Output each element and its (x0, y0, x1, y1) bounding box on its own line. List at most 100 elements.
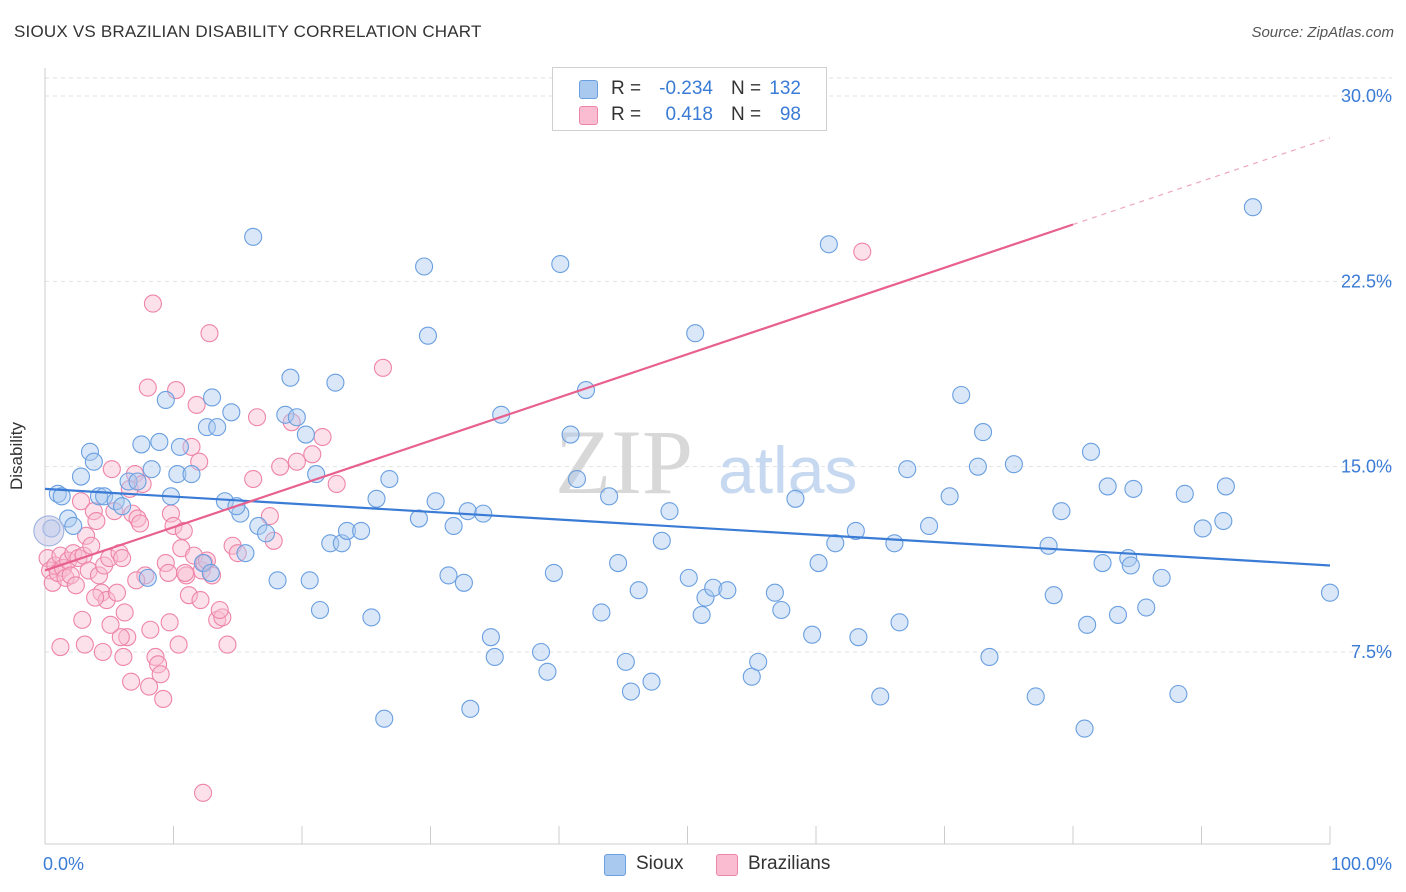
y-tick-label: 30.0% (1341, 86, 1392, 106)
data-point (375, 709, 394, 728)
data-point (367, 489, 386, 508)
data-point (826, 534, 845, 553)
data-point (287, 452, 306, 471)
data-point (310, 600, 330, 620)
data-point (303, 445, 322, 464)
data-point (609, 553, 628, 573)
data-point (56, 568, 75, 587)
data-point (268, 571, 287, 590)
legend-row-brazilians: R = 0.418 N = 98 (553, 102, 826, 128)
data-point (66, 576, 85, 595)
data-point (236, 544, 255, 563)
r-value: 0.418 (665, 104, 713, 125)
data-point (138, 568, 157, 587)
data-point (203, 388, 222, 407)
data-point (101, 615, 120, 634)
data-point (461, 699, 480, 718)
data-point (544, 563, 563, 582)
data-point (140, 677, 159, 696)
data-point (846, 521, 865, 540)
data-point (871, 687, 890, 706)
data-point (621, 682, 641, 701)
data-point (176, 563, 195, 582)
data-point (538, 662, 557, 681)
data-point (282, 413, 301, 432)
data-point (1169, 684, 1188, 704)
data-point (264, 531, 283, 550)
data-point (444, 516, 463, 536)
data-point (418, 326, 437, 345)
data-point (786, 489, 805, 508)
data-point (973, 423, 993, 442)
data-point (150, 432, 169, 452)
data-point (118, 628, 137, 647)
n-value: 98 (779, 104, 801, 125)
data-point (160, 613, 179, 632)
data-point (765, 583, 784, 602)
sioux-swatch (579, 80, 598, 99)
data-point (128, 472, 147, 491)
data-point (1137, 598, 1156, 617)
tick-labels: 7.5% 15.0% 22.5% 30.0% 0.0% 100.0% (43, 86, 1392, 874)
data-point (1152, 568, 1171, 587)
data-point (51, 638, 70, 657)
n-label: N = (731, 78, 762, 99)
data-point (772, 600, 791, 620)
data-point (327, 474, 346, 494)
data-point (426, 492, 445, 511)
data-point (122, 672, 141, 691)
data-point (179, 586, 198, 605)
data-point (93, 642, 112, 662)
axes (44, 68, 1331, 845)
data-point (660, 502, 679, 521)
grid-lines (45, 77, 1392, 653)
data-point (276, 405, 295, 424)
data-point (819, 235, 838, 254)
data-point (218, 635, 237, 654)
data-point (1214, 511, 1233, 531)
data-point (244, 227, 263, 246)
data-point (125, 465, 144, 484)
data-point (481, 628, 500, 647)
data-point (249, 516, 268, 536)
brazilians-points (38, 242, 872, 802)
data-point (940, 487, 959, 506)
correlation-legend: R = -0.234 N = 132 R = 0.418 N = 98 (552, 67, 827, 131)
data-point (1081, 442, 1101, 461)
r-value: -0.234 (659, 78, 713, 99)
data-point (222, 403, 241, 422)
data-point (296, 425, 315, 444)
data-point (228, 544, 247, 563)
data-point-cluster (33, 515, 65, 547)
data-point (704, 578, 723, 597)
data-point (210, 600, 229, 620)
data-point (244, 469, 263, 489)
data-point (256, 524, 276, 543)
data-point (61, 566, 80, 585)
data-point (326, 373, 345, 392)
data-point (169, 635, 188, 654)
data-point (201, 563, 220, 582)
data-point (271, 457, 290, 476)
y-tick-label: 22.5% (1341, 271, 1392, 291)
data-point (415, 257, 434, 276)
data-point (1052, 502, 1071, 521)
r-label: R = (611, 78, 642, 99)
data-point (567, 469, 587, 489)
data-point (362, 608, 381, 627)
data-point (115, 603, 134, 622)
data-point (128, 509, 147, 528)
data-point (1078, 615, 1097, 634)
data-point (111, 628, 130, 647)
data-point (1121, 556, 1140, 575)
data-point (642, 672, 661, 691)
data-point (686, 324, 705, 343)
data-point (102, 460, 121, 479)
data-point (174, 521, 193, 540)
data-point (154, 689, 173, 709)
series-legend: Sioux Brazilians (0, 852, 1406, 878)
trend-lines (44, 137, 1331, 572)
data-point (73, 610, 92, 629)
data-point (146, 647, 165, 666)
data-point (616, 652, 635, 671)
